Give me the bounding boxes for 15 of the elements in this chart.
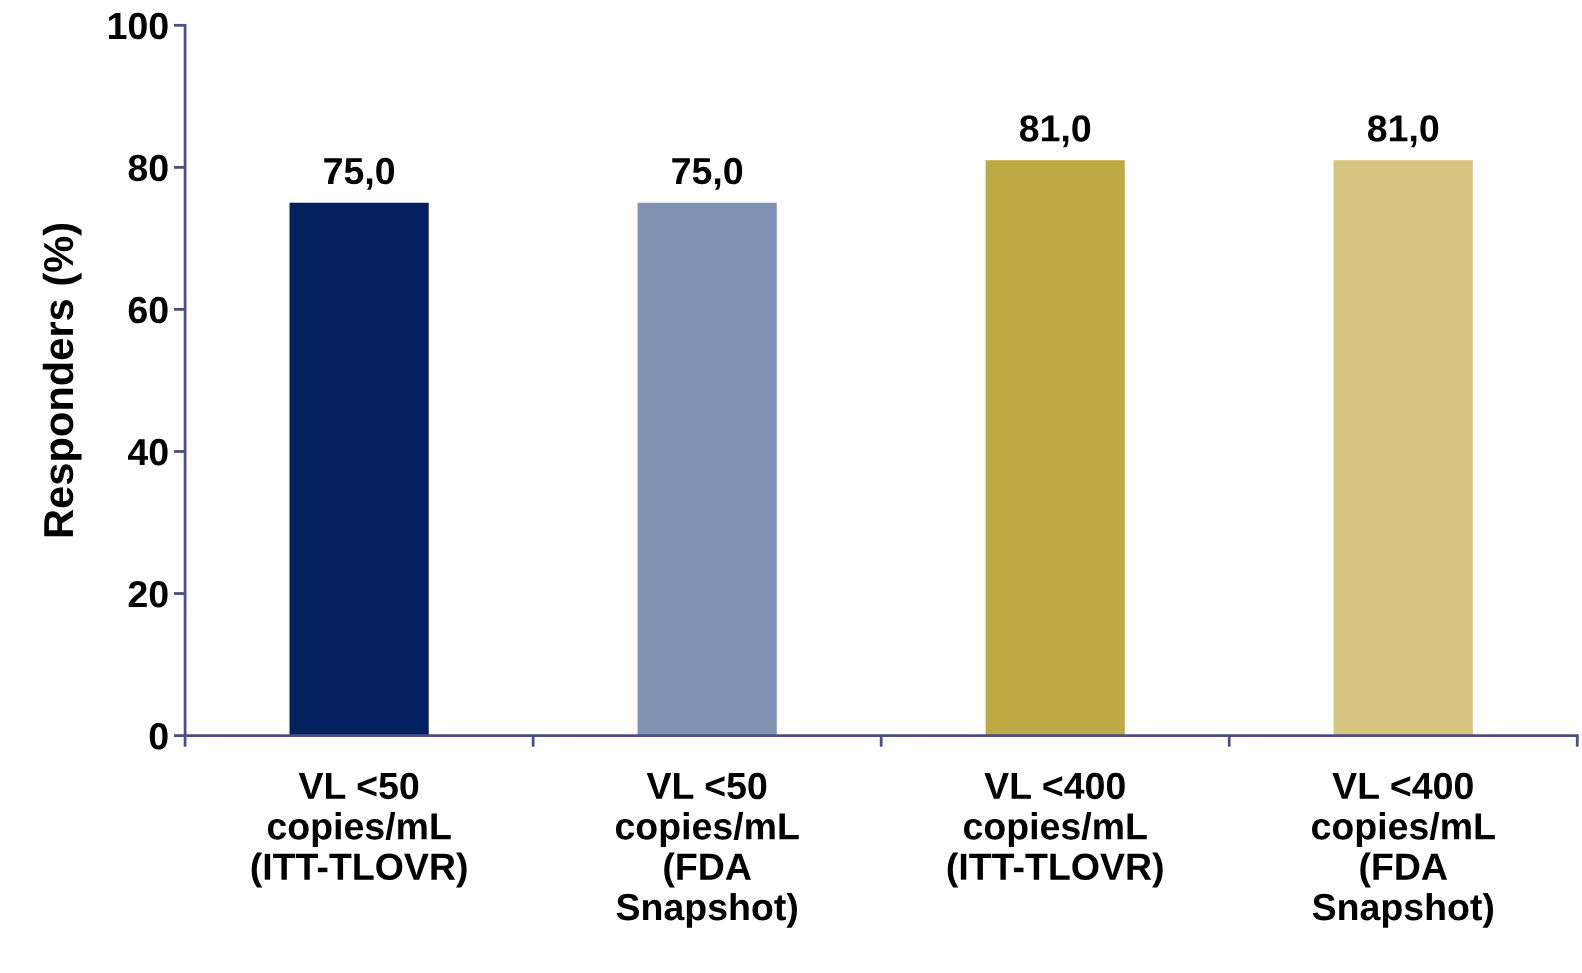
y-tick-label: 40 — [127, 438, 168, 466]
x-tick-label: VL <50 copies/mL (ITT-TLOVR) — [251, 772, 467, 888]
data-label: 75,0 — [324, 157, 395, 190]
data-label: 81,0 — [1367, 115, 1439, 148]
y-tick-label: 20 — [128, 580, 168, 608]
x-tick-label: VL <400 copies/mL (FDA Snapshot) — [1311, 772, 1495, 928]
y-tick-label: 100 — [108, 12, 168, 40]
y-tick-label: 80 — [128, 154, 168, 182]
y-axis-title: Responders (%) — [42, 223, 82, 537]
y-tick-label: 60 — [128, 296, 168, 324]
x-tick-label: VL <50 copies/mL (FDA Snapshot) — [615, 772, 799, 928]
y-tick-label: 0 — [149, 722, 168, 750]
data-label: 81,0 — [1019, 115, 1091, 148]
x-tick-label: VL <400 copies/mL (ITT-TLOVR) — [947, 772, 1163, 888]
data-label: 75,0 — [672, 157, 743, 190]
